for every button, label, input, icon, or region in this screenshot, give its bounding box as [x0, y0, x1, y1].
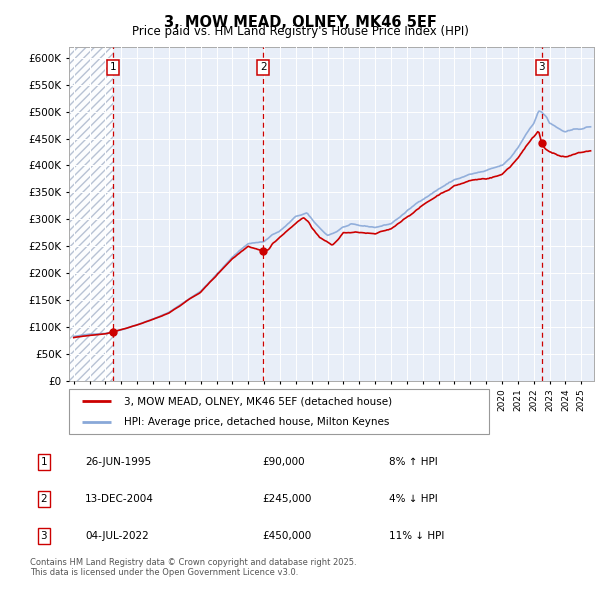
Text: 3, MOW MEAD, OLNEY, MK46 5EF (detached house): 3, MOW MEAD, OLNEY, MK46 5EF (detached h…: [124, 396, 392, 407]
Text: HPI: Average price, detached house, Milton Keynes: HPI: Average price, detached house, Milt…: [124, 417, 389, 427]
FancyBboxPatch shape: [69, 389, 489, 434]
Text: Contains HM Land Registry data © Crown copyright and database right 2025.
This d: Contains HM Land Registry data © Crown c…: [30, 558, 356, 577]
Text: 04-JUL-2022: 04-JUL-2022: [85, 531, 149, 541]
Bar: [69, 47, 113, 381]
Text: 2: 2: [40, 494, 47, 504]
Text: 26-JUN-1995: 26-JUN-1995: [85, 457, 151, 467]
Text: 1: 1: [110, 62, 116, 72]
Text: £90,000: £90,000: [262, 457, 304, 467]
Text: 8% ↑ HPI: 8% ↑ HPI: [389, 457, 437, 467]
Text: 1: 1: [40, 457, 47, 467]
Text: 13-DEC-2004: 13-DEC-2004: [85, 494, 154, 504]
Text: 3, MOW MEAD, OLNEY, MK46 5EF: 3, MOW MEAD, OLNEY, MK46 5EF: [164, 15, 436, 30]
Text: 3: 3: [539, 62, 545, 72]
Text: 11% ↓ HPI: 11% ↓ HPI: [389, 531, 444, 541]
Text: 4% ↓ HPI: 4% ↓ HPI: [389, 494, 437, 504]
Text: 3: 3: [40, 531, 47, 541]
Text: £450,000: £450,000: [262, 531, 311, 541]
Text: Price paid vs. HM Land Registry's House Price Index (HPI): Price paid vs. HM Land Registry's House …: [131, 25, 469, 38]
Text: £245,000: £245,000: [262, 494, 311, 504]
Text: 2: 2: [260, 62, 266, 72]
